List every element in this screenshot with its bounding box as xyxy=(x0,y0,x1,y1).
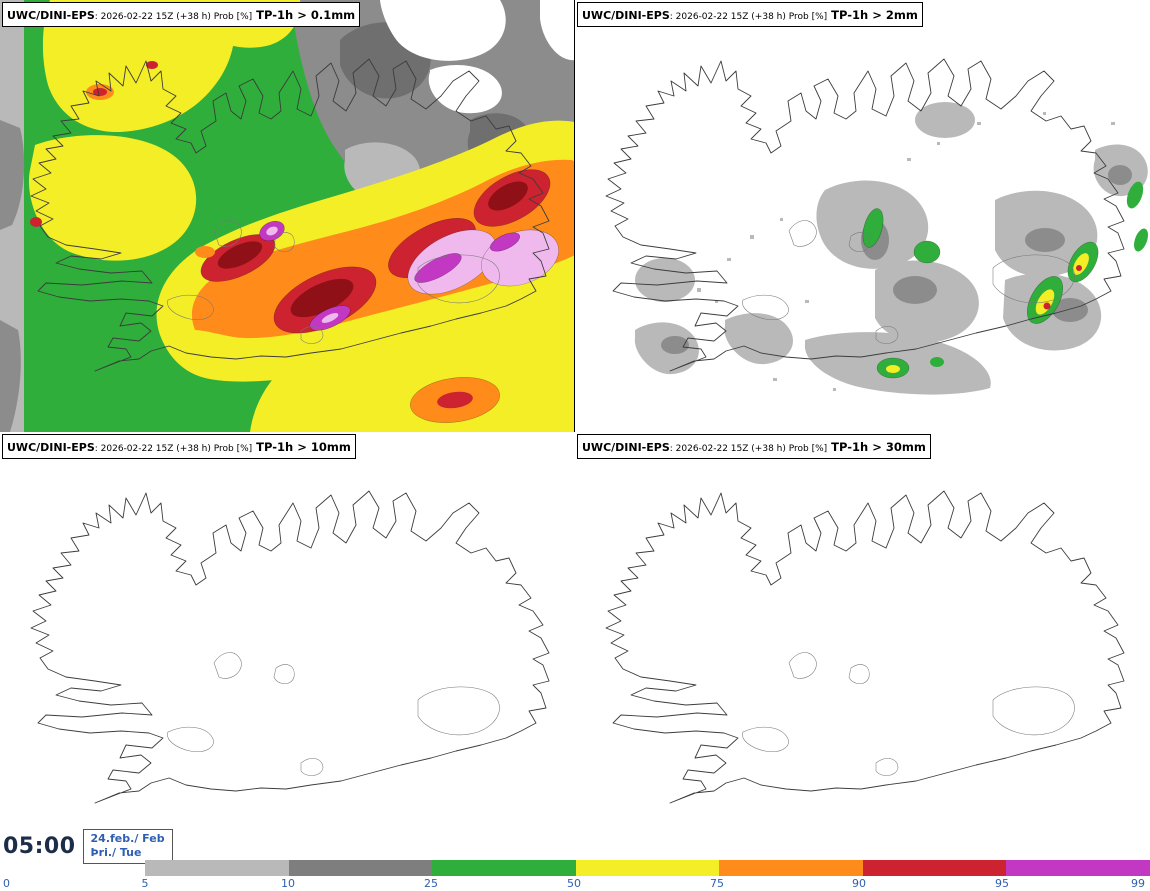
legend-tick-label: 25 xyxy=(424,877,438,890)
model-label: UWC/DINI-EPS xyxy=(582,9,670,22)
map-canvas xyxy=(30,490,550,804)
model-label: UWC/DINI-EPS xyxy=(7,9,95,22)
legend-tick-label: 0 xyxy=(3,877,10,890)
legend-tick-label: 95 xyxy=(995,877,1009,890)
run-label: : 2026-02-22 15Z (+38 h) Prob [%] xyxy=(94,444,253,454)
threshold-label: TP-1h > 2mm xyxy=(831,8,918,22)
time-label: 05:00 xyxy=(3,833,76,859)
legend-segment-5-10 xyxy=(145,860,289,876)
map-panel-prob-2mm: UWC/DINI-EPS: 2026-02-22 15Z (+38 h) Pro… xyxy=(575,0,1150,432)
weather-map-grid: UWC/DINI-EPS: 2026-02-22 15Z (+38 h) Pro… xyxy=(0,0,1150,865)
run-label: : 2026-02-22 15Z (+38 h) Prob [%] xyxy=(94,12,253,22)
legend-tick-label: 90 xyxy=(852,877,866,890)
legend-tick-label: 99 xyxy=(1131,877,1145,890)
model-label: UWC/DINI-EPS xyxy=(582,441,670,454)
legend-segment-10-25 xyxy=(288,860,433,876)
iceland-coastline xyxy=(30,490,550,804)
legend-tick-label: 75 xyxy=(710,877,724,890)
panel-title: UWC/DINI-EPS: 2026-02-22 15Z (+38 h) Pro… xyxy=(2,434,356,459)
model-label: UWC/DINI-EPS xyxy=(7,441,95,454)
legend-segment-95-99 xyxy=(1006,860,1150,876)
threshold-label: TP-1h > 30mm xyxy=(831,440,926,454)
iceland-coastline xyxy=(605,490,1125,804)
probability-field xyxy=(0,0,575,432)
map-canvas xyxy=(0,0,575,432)
threshold-label: TP-1h > 0.1mm xyxy=(256,8,356,22)
threshold-label: TP-1h > 10mm xyxy=(256,440,351,454)
legend-segment-50-75 xyxy=(575,860,720,876)
legend-colorbar xyxy=(145,860,1150,876)
legend-tick-label: 10 xyxy=(281,877,295,890)
map-canvas xyxy=(605,58,1148,395)
run-label: : 2026-02-22 15Z (+38 h) Prob [%] xyxy=(669,444,828,454)
map-canvas xyxy=(605,490,1125,804)
legend-tick-label: 50 xyxy=(567,877,581,890)
panel-title: UWC/DINI-EPS: 2026-02-22 15Z (+38 h) Pro… xyxy=(577,2,923,27)
legend-tick-labels: 0 5 10 25 50 75 90 95 99 xyxy=(0,877,1150,891)
legend-segment-90-95 xyxy=(862,860,1007,876)
map-panel-prob-10mm: UWC/DINI-EPS: 2026-02-22 15Z (+38 h) Pro… xyxy=(0,432,575,865)
panel-divider xyxy=(574,0,575,432)
probability-field xyxy=(634,102,1148,395)
date-label: 24.feb./ Feb xyxy=(90,832,165,845)
run-label: : 2026-02-22 15Z (+38 h) Prob [%] xyxy=(669,12,828,22)
glacier-outlines xyxy=(167,652,501,777)
time-footer: 05:00 24.feb./ Feb Þri./ Tue xyxy=(0,826,181,867)
panel-title: UWC/DINI-EPS: 2026-02-22 15Z (+38 h) Pro… xyxy=(577,434,931,459)
legend-tick-label: 5 xyxy=(141,877,149,890)
map-panel-prob-0p1mm: UWC/DINI-EPS: 2026-02-22 15Z (+38 h) Pro… xyxy=(0,0,575,432)
date-box: 24.feb./ Feb Þri./ Tue xyxy=(82,829,173,864)
map-panel-prob-30mm: UWC/DINI-EPS: 2026-02-22 15Z (+38 h) Pro… xyxy=(575,432,1150,865)
legend-segment-75-90 xyxy=(719,860,863,876)
panel-title: UWC/DINI-EPS: 2026-02-22 15Z (+38 h) Pro… xyxy=(2,2,361,27)
glacier-outlines xyxy=(742,652,1076,777)
legend-segment-25-50 xyxy=(432,860,576,876)
day-label: Þri./ Tue xyxy=(90,846,142,860)
